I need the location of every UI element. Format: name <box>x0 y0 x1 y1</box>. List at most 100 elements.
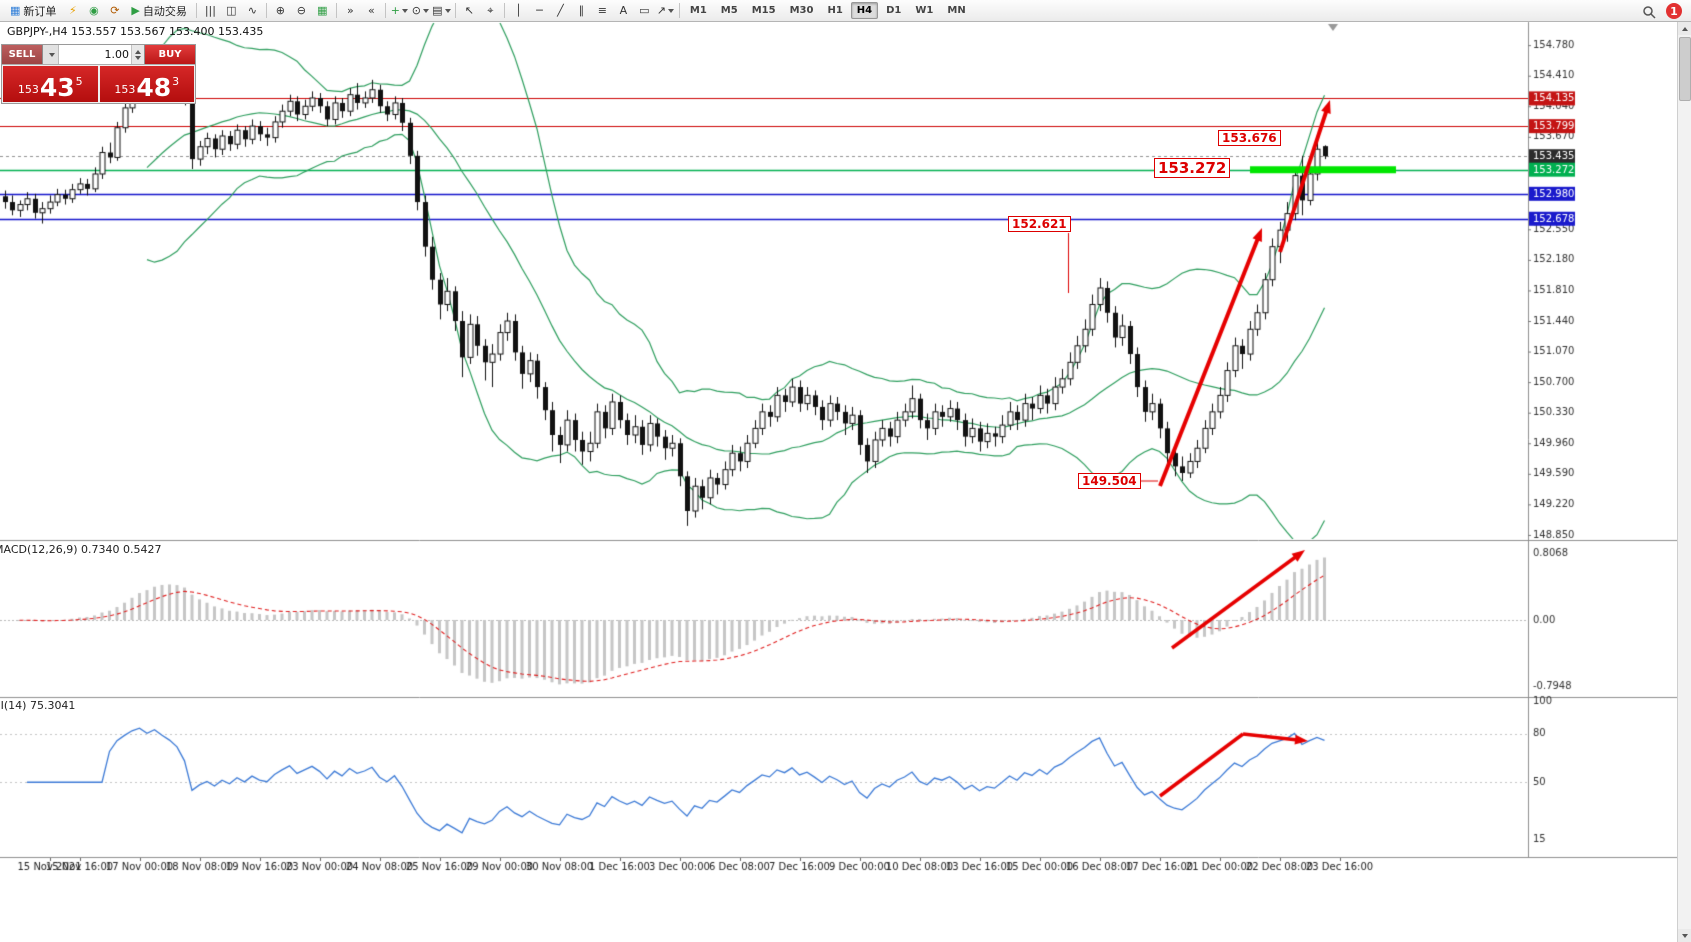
zoom-in-icon: ⊕ <box>275 4 285 17</box>
crosshair-icon[interactable]: ⌖ <box>480 1 501 21</box>
search-icon[interactable] <box>1642 4 1656 23</box>
tile-windows-icon: ▦ <box>317 4 328 17</box>
chevron-down-icon <box>444 8 451 13</box>
bid-base: 153 <box>17 83 39 96</box>
templates-icon[interactable]: ▤ <box>431 1 452 21</box>
autotrading-button-label: 自动交易 <box>142 4 187 18</box>
toolbar-items: ▦ 新订单 ⚡ ◉ ⟳ ▶ 自动交易 ||| ◫ ∿ ⊕ ⊖ ▦» «+ ⊙ ▤ ↖ ⌖ │ ─ ╱ ∥ ≡ A ▭ ↗ M1 M5 M… <box>4 0 973 21</box>
refresh-icon: ⟳ <box>110 4 120 17</box>
horizontal-line-icon[interactable]: ─ <box>529 1 550 21</box>
toolbar-separator <box>384 3 386 18</box>
chevron-down-icon <box>667 8 674 13</box>
volume-input[interactable]: 1.00 <box>59 45 131 64</box>
one-click-trading-panel: SELL 1.00 BUY 153 43 5 153 48 3 <box>1 44 196 104</box>
toolbar-separator <box>678 3 680 18</box>
trendline-icon[interactable]: ╱ <box>550 1 571 21</box>
toolbar-separator <box>335 3 337 18</box>
ask-base: 153 <box>114 83 136 96</box>
bar-chart-icon[interactable]: ||| <box>200 1 221 21</box>
ask-big: 48 <box>136 73 172 103</box>
price-annotation-153.676: 153.676 <box>1218 130 1281 147</box>
timeframe-m5-button[interactable]: M5 <box>720 5 738 16</box>
chevron-down-icon <box>422 8 429 13</box>
timeframe-d1-button[interactable]: D1 <box>886 5 902 16</box>
toolbar-separator <box>195 3 197 18</box>
one-click-order-row: SELL 1.00 BUY <box>2 45 195 65</box>
volume-dropdown[interactable] <box>43 45 59 64</box>
periods-clock-icon: ⊙ <box>411 4 421 17</box>
vertical-line-icon[interactable]: │ <box>508 1 529 21</box>
vertical-scrollbar[interactable] <box>1677 22 1691 942</box>
lightning-icon: ⚡ <box>69 4 77 17</box>
text-icon[interactable]: A <box>613 1 634 21</box>
ask-sup: 3 <box>172 75 180 88</box>
timeframe-m1-button[interactable]: M1 <box>689 5 707 16</box>
line-chart-icon[interactable]: ∿ <box>242 1 263 21</box>
zoom-out-icon: ⊖ <box>296 4 306 17</box>
cursor-icon: ↖ <box>464 4 474 17</box>
volume-stepper[interactable] <box>131 45 145 64</box>
main-toolbar: ▦ 新订单 ⚡ ◉ ⟳ ▶ 自动交易 ||| ◫ ∿ ⊕ ⊖ ▦» «+ ⊙ ▤ ↖ ⌖ │ ─ ╱ ∥ ≡ A ▭ ↗ M1 M5 M… <box>0 0 1691 22</box>
buy-button[interactable]: BUY <box>145 45 195 64</box>
text-label-icon[interactable]: ▭ <box>634 1 655 21</box>
timeframe-mn-button[interactable]: MN <box>947 5 966 16</box>
toolbar-separator <box>265 3 267 18</box>
scrollbar-thumb[interactable] <box>1679 37 1691 101</box>
timeframe-w1-button[interactable]: W1 <box>915 5 934 16</box>
chart-shift-icon: « <box>368 4 375 17</box>
price-annotation-152.621: 152.621 <box>1008 216 1071 233</box>
community-icon: ◉ <box>89 4 99 17</box>
timeframe-h4-button[interactable]: H4 <box>850 2 879 19</box>
stepper-down-icon[interactable] <box>135 55 141 60</box>
timeframe-m30-button[interactable]: M30 <box>789 5 814 16</box>
candlestick-chart-icon: ◫ <box>226 4 237 17</box>
fibonacci-icon: ≡ <box>597 4 607 17</box>
trendline-icon: ╱ <box>557 4 564 17</box>
text-icon: A <box>619 4 628 17</box>
chevron-down-icon <box>48 52 55 57</box>
tile-windows-icon[interactable]: ▦ <box>312 1 333 21</box>
text-label-icon: ▭ <box>639 4 650 17</box>
channel-icon: ∥ <box>578 4 585 17</box>
arrows-tool-icon[interactable]: ↗ <box>655 1 676 21</box>
auto-scroll-icon: » <box>347 4 354 17</box>
one-click-price-row: 153 43 5 153 48 3 <box>2 65 195 103</box>
scroll-down-icon[interactable] <box>1678 929 1691 942</box>
zoom-in-icon[interactable]: ⊕ <box>270 1 291 21</box>
crosshair-icon: ⌖ <box>487 3 494 17</box>
indicators-icon[interactable]: + <box>389 1 410 21</box>
new-order-button[interactable]: ▦ 新订单 <box>4 1 62 21</box>
ask-price-display[interactable]: 153 48 3 <box>99 66 194 103</box>
autotrading-play-icon: ▶ <box>131 4 140 17</box>
candlestick-chart-icon[interactable]: ◫ <box>221 1 242 21</box>
community-icon[interactable]: ◉ <box>83 1 104 21</box>
chevron-down-icon <box>401 8 408 13</box>
stepper-up-icon[interactable] <box>135 49 141 54</box>
autotrading-button[interactable]: ▶ 自动交易 <box>125 1 192 21</box>
zoom-out-icon[interactable]: ⊖ <box>291 1 312 21</box>
periods-clock-icon[interactable]: ⊙ <box>410 1 431 21</box>
lightning-icon[interactable]: ⚡ <box>62 1 83 21</box>
auto-scroll-icon[interactable]: » <box>340 1 361 21</box>
fibonacci-icon[interactable]: ≡ <box>592 1 613 21</box>
chart-shift-icon[interactable]: « <box>361 1 382 21</box>
line-chart-icon: ∿ <box>247 4 257 17</box>
arrows-tool-icon: ↗ <box>656 4 666 17</box>
timeframe-h1-button[interactable]: H1 <box>827 5 843 16</box>
templates-icon: ▤ <box>432 4 443 17</box>
new-order-button-label: 新订单 <box>23 4 57 18</box>
new-order-icon: ▦ <box>10 4 21 17</box>
bid-big: 43 <box>39 73 75 103</box>
channel-icon[interactable]: ∥ <box>571 1 592 21</box>
bid-sup: 5 <box>75 75 83 88</box>
refresh-icon[interactable]: ⟳ <box>104 1 125 21</box>
notification-badge[interactable]: 1 <box>1666 3 1682 19</box>
cursor-icon[interactable]: ↖ <box>459 1 480 21</box>
indicators-icon: + <box>390 4 400 17</box>
scroll-up-icon[interactable] <box>1678 22 1691 35</box>
vertical-line-icon: │ <box>515 4 522 17</box>
bid-price-display[interactable]: 153 43 5 <box>3 66 98 102</box>
sell-button[interactable]: SELL <box>2 45 43 64</box>
timeframe-m15-button[interactable]: M15 <box>751 5 776 16</box>
